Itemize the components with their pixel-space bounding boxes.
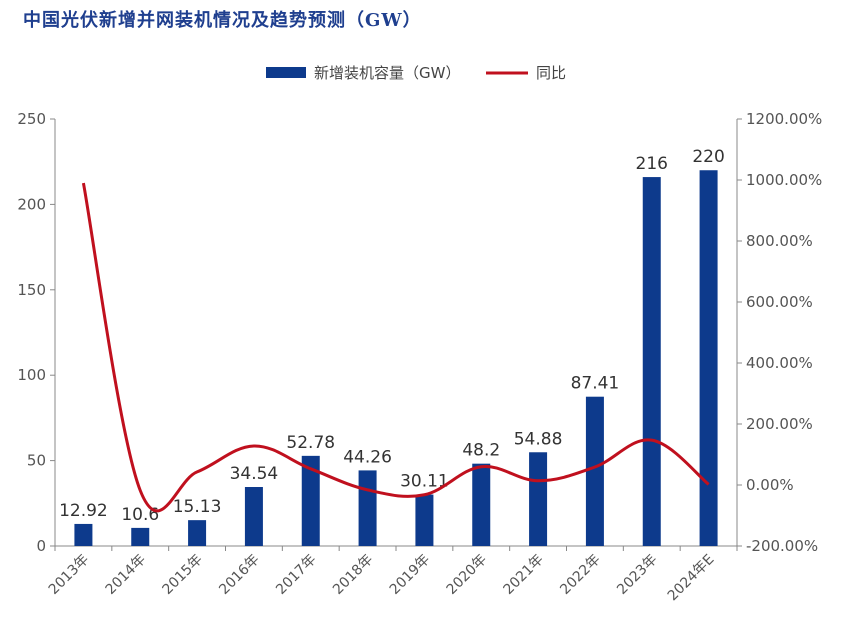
- bar-data-label: 15.13: [173, 497, 222, 517]
- bar: [472, 463, 491, 546]
- bar-labels: 12.92 10.6 15.13 34.54 52.78 44.26 30.11 48.2 54…: [59, 147, 725, 525]
- bar-data-label: 216: [636, 154, 668, 174]
- category-label: 2024年E: [665, 552, 718, 605]
- legend-bar-label: 新增装机容量（GW）: [314, 64, 460, 82]
- bar-data-label: 87.41: [571, 374, 620, 394]
- bar-data-label: 220: [692, 147, 724, 167]
- right-tick-label: 1200.00%: [746, 110, 822, 128]
- category-label: 2014年: [103, 552, 149, 598]
- legend: 新增装机容量（GW） 同比: [266, 64, 566, 82]
- category-label: 2021年: [500, 552, 546, 598]
- bar: [244, 487, 263, 546]
- category-label: 2018年: [330, 552, 376, 598]
- bar: [188, 520, 207, 546]
- bar: [699, 170, 718, 547]
- yoy-line-path: [81, 182, 710, 513]
- bar: [642, 177, 661, 546]
- left-tick-label: 50: [27, 452, 46, 470]
- category-labels: 2013年 2014年 2015年 2016年 2017年 2018年 2019年 2020年…: [46, 552, 718, 605]
- left-tick-label: 100: [17, 366, 46, 384]
- bar: [415, 494, 434, 546]
- right-tick-label: 800.00%: [746, 232, 813, 250]
- axes: 0 50 100 150 200 250 -200.00% 0.00% 200.00% 400.0…: [17, 110, 822, 555]
- category-label: 2022年: [557, 552, 603, 598]
- right-tick-label: 200.00%: [746, 415, 813, 433]
- yoy-line: [81, 182, 710, 513]
- bar-data-label: 54.88: [514, 429, 563, 449]
- bar: [301, 455, 320, 546]
- left-tick-label: 250: [17, 110, 46, 128]
- bar-data-label: 30.11: [400, 472, 449, 492]
- category-label: 2020年: [444, 552, 490, 598]
- category-label: 2015年: [159, 552, 205, 598]
- category-label: 2023年: [614, 552, 660, 598]
- bar: [358, 470, 377, 546]
- right-tick-label: 1000.00%: [746, 171, 822, 189]
- category-label: 2013年: [46, 552, 92, 598]
- bar-data-label: 44.26: [343, 447, 392, 467]
- legend-bar-swatch: [266, 67, 306, 78]
- left-tick-label: 150: [17, 281, 46, 299]
- bar-data-label: 12.92: [59, 501, 108, 521]
- right-tick-label: 0.00%: [746, 476, 794, 494]
- bar-data-label: 34.54: [230, 464, 279, 484]
- bars: [74, 170, 718, 547]
- right-tick-label: 600.00%: [746, 293, 813, 311]
- right-tick-label: 400.00%: [746, 354, 813, 372]
- left-tick-label: 0: [36, 537, 46, 555]
- legend-line-label: 同比: [536, 64, 566, 82]
- category-label: 2016年: [216, 552, 262, 598]
- left-tick-label: 200: [17, 195, 46, 213]
- bar: [585, 396, 604, 546]
- bar: [74, 523, 93, 546]
- bar-data-label: 52.78: [286, 433, 335, 453]
- bar-data-label: 10.6: [121, 505, 159, 525]
- category-label: 2019年: [387, 552, 433, 598]
- category-label: 2017年: [273, 552, 319, 598]
- bar: [131, 527, 150, 546]
- right-tick-label: -200.00%: [746, 537, 818, 555]
- chart-title: 中国光伏新增并网装机情况及趋势预测（GW）: [23, 10, 422, 31]
- bar: [529, 452, 548, 546]
- bar-data-label: 48.2: [462, 441, 500, 461]
